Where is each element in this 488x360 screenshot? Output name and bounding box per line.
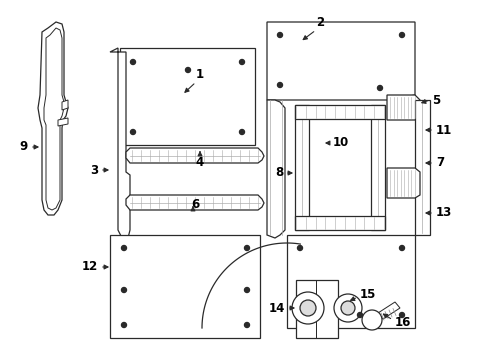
Polygon shape [126, 195, 264, 210]
Text: 7: 7 [435, 157, 443, 170]
Polygon shape [38, 22, 68, 215]
Bar [294, 105, 384, 119]
Circle shape [244, 288, 249, 292]
Polygon shape [386, 168, 419, 198]
Polygon shape [414, 100, 429, 235]
Polygon shape [126, 148, 264, 163]
Circle shape [333, 294, 361, 322]
Circle shape [399, 312, 404, 318]
Text: 11: 11 [435, 123, 451, 136]
Polygon shape [110, 235, 260, 338]
Circle shape [291, 292, 324, 324]
Polygon shape [58, 118, 68, 126]
Circle shape [130, 130, 135, 135]
Circle shape [244, 246, 249, 251]
Text: 15: 15 [359, 288, 376, 302]
Text: 8: 8 [274, 166, 283, 180]
Circle shape [121, 246, 126, 251]
Circle shape [244, 323, 249, 328]
Text: 5: 5 [431, 94, 439, 107]
Polygon shape [386, 95, 419, 120]
Circle shape [299, 300, 315, 316]
Text: 13: 13 [435, 207, 451, 220]
Bar [295, 280, 337, 338]
Polygon shape [377, 302, 399, 319]
Polygon shape [266, 22, 414, 100]
Text: 10: 10 [332, 136, 348, 149]
Circle shape [277, 82, 282, 87]
Polygon shape [120, 48, 254, 145]
Polygon shape [266, 100, 285, 238]
Text: 16: 16 [394, 315, 410, 328]
Text: 14: 14 [268, 302, 285, 315]
Circle shape [239, 59, 244, 64]
Text: 3: 3 [90, 163, 98, 176]
Circle shape [121, 323, 126, 328]
Polygon shape [110, 48, 130, 240]
Bar [370, 105, 384, 230]
Circle shape [357, 312, 362, 318]
Circle shape [340, 301, 354, 315]
Circle shape [377, 85, 382, 90]
Circle shape [361, 310, 381, 330]
Bar [294, 216, 384, 230]
Circle shape [121, 288, 126, 292]
Text: 6: 6 [190, 198, 199, 211]
Text: 4: 4 [196, 156, 203, 168]
Circle shape [399, 32, 404, 37]
Bar [294, 105, 308, 230]
Circle shape [297, 246, 302, 251]
Circle shape [130, 59, 135, 64]
Polygon shape [286, 235, 414, 328]
Text: 1: 1 [196, 68, 203, 81]
Text: 12: 12 [81, 261, 98, 274]
Text: 9: 9 [20, 140, 28, 153]
Text: 2: 2 [315, 15, 324, 28]
Circle shape [239, 130, 244, 135]
Circle shape [399, 246, 404, 251]
Circle shape [185, 68, 190, 72]
Polygon shape [62, 100, 68, 110]
Circle shape [277, 32, 282, 37]
